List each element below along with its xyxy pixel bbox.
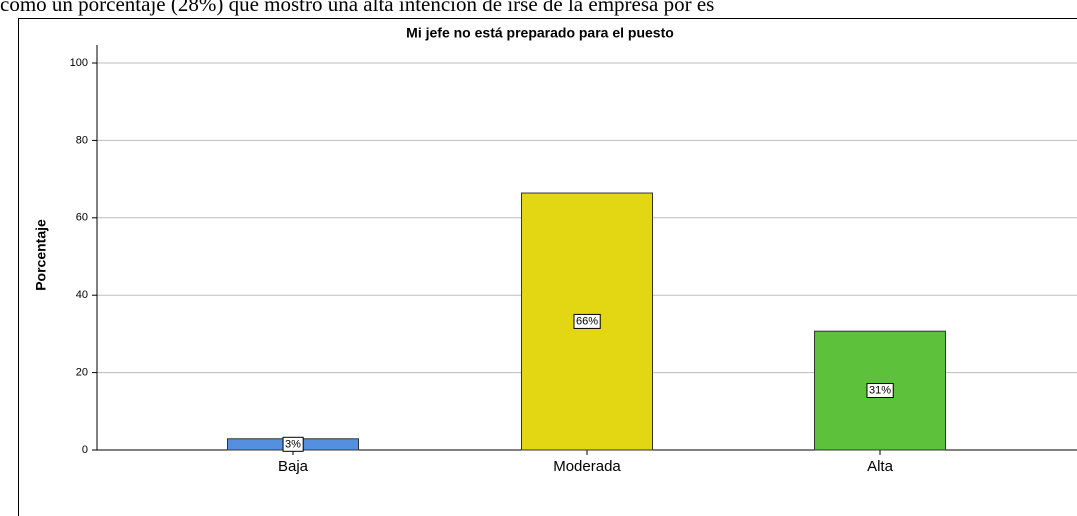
value-label-box <box>282 436 304 452</box>
value-label-box <box>573 313 601 329</box>
value-label: 66% <box>576 315 598 327</box>
y-tick-label: 40 <box>76 289 88 301</box>
value-label-box <box>866 383 894 399</box>
y-tick-label: 60 <box>76 212 88 224</box>
chart-title: Mi jefe no está preparado para el puesto <box>406 25 674 41</box>
x-tick-label: Baja <box>278 458 309 475</box>
y-axis-label: Porcentaje <box>33 219 49 291</box>
text-above: como un porcentaje (28%) que mostró una … <box>0 0 714 16</box>
x-tick-label: Alta <box>867 458 894 475</box>
y-tick-label: 0 <box>82 444 88 456</box>
y-tick-label: 20 <box>76 367 88 379</box>
y-tick-label: 100 <box>70 57 88 69</box>
x-tick-label: Moderada <box>553 458 621 475</box>
value-label: 31% <box>869 385 891 397</box>
y-tick-label: 80 <box>76 134 88 146</box>
value-label: 3% <box>285 438 301 450</box>
